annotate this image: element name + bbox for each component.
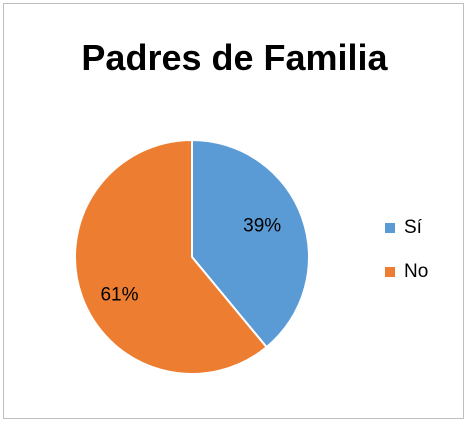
legend: Sí No <box>385 216 455 304</box>
legend-item-si: Sí <box>385 216 455 240</box>
slice-label-si: 39% <box>243 216 281 237</box>
legend-label-no: No <box>404 261 429 282</box>
pie-slice-si <box>191 138 310 349</box>
pie-slice-no <box>74 138 268 375</box>
chart-title: Padres de Familia <box>81 37 388 78</box>
legend-label-si: Sí <box>404 217 422 238</box>
legend-swatch-si <box>385 223 395 233</box>
legend-swatch-no <box>385 267 395 277</box>
legend-item-no: No <box>385 260 455 284</box>
slice-label-no: 61% <box>100 285 138 306</box>
